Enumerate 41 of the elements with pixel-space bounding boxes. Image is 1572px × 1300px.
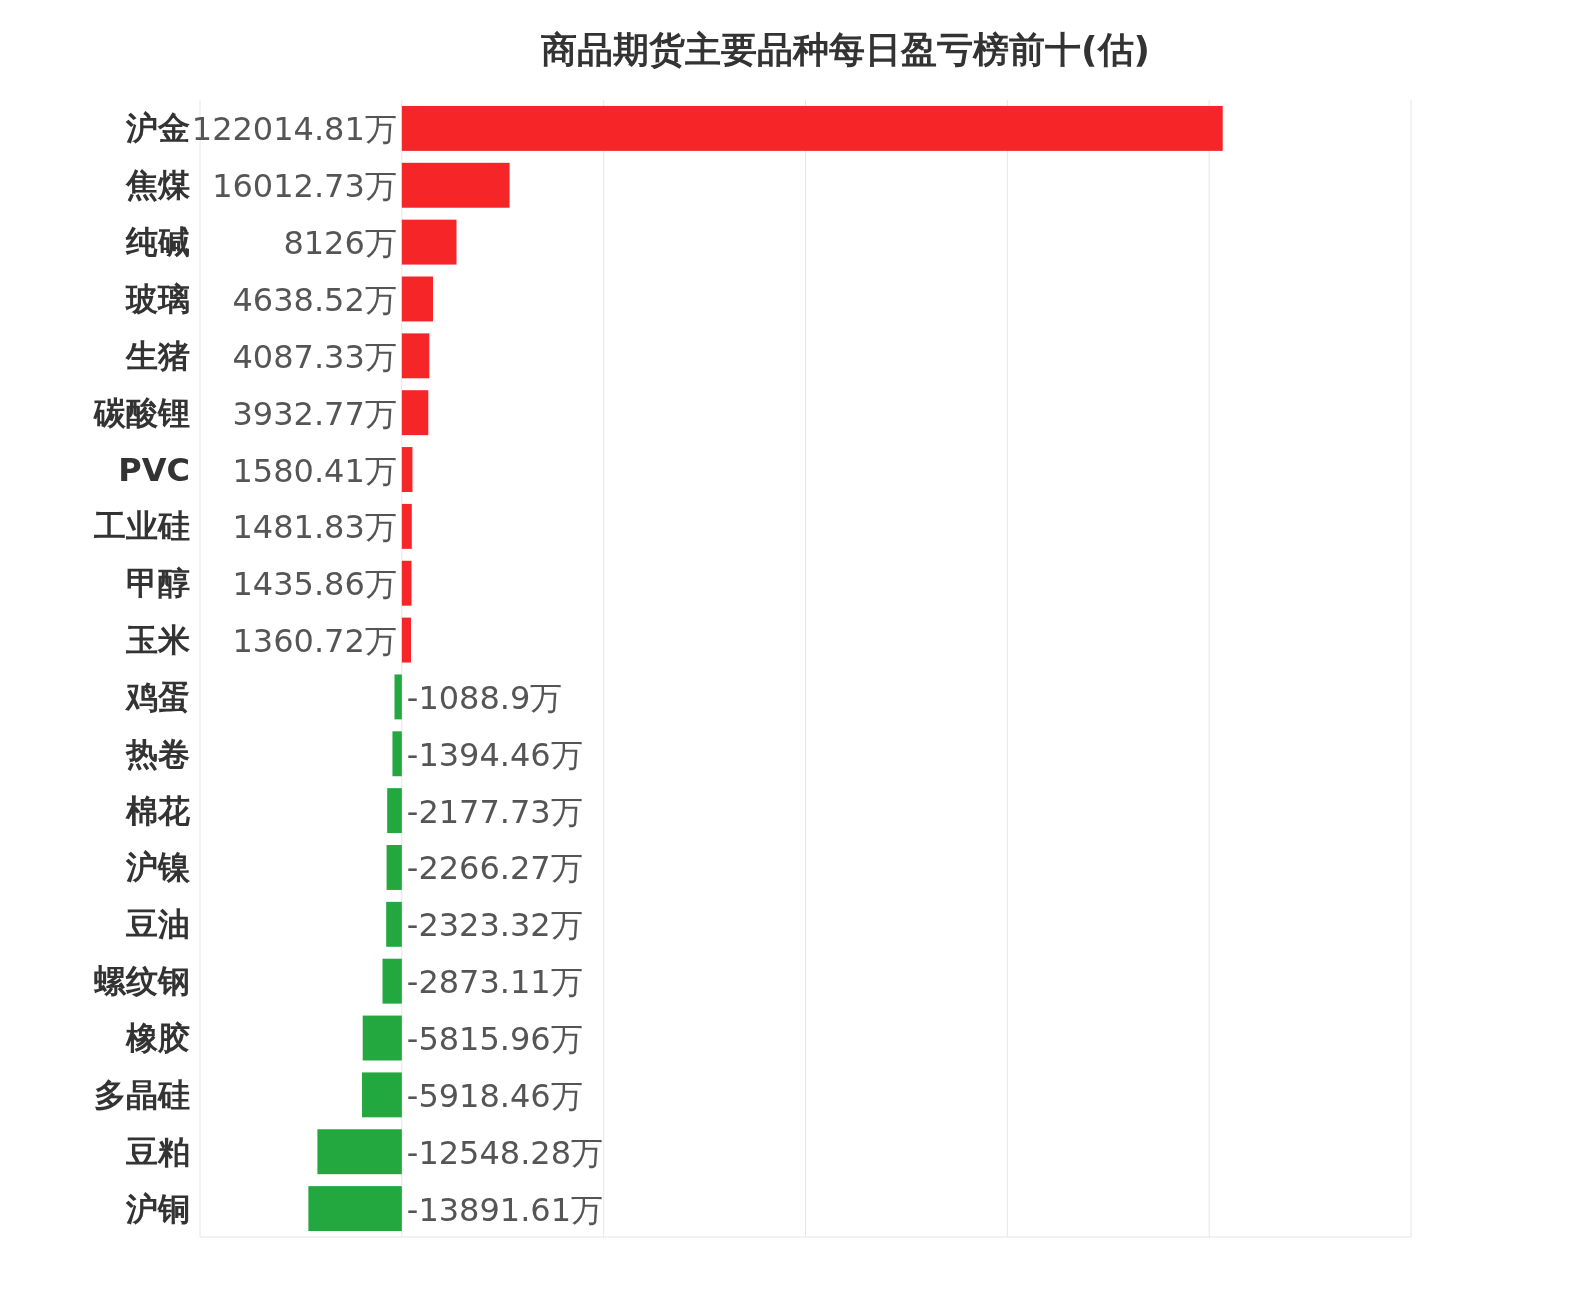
y-tick-label: 工业硅 <box>93 507 190 546</box>
y-tick-label: 玻璃 <box>125 279 190 318</box>
chart-title: 商品期货主要品种每日盈亏榜前十(估) <box>541 29 1150 70</box>
data-label: 8126万 <box>283 224 397 263</box>
data-label: 3932.77万 <box>232 394 397 433</box>
data-label: 1435.86万 <box>232 565 397 604</box>
y-tick-label: 沪金 <box>125 109 190 148</box>
y-tick-label: 玉米 <box>125 621 190 660</box>
data-label: -2177.73万 <box>406 792 583 831</box>
data-label: -12548.28万 <box>406 1133 604 1172</box>
data-label: -2873.11万 <box>406 963 583 1002</box>
y-tick-label: 螺纹钢 <box>93 962 190 1001</box>
y-tick-label: 纯碱 <box>125 223 190 262</box>
data-label: 122014.81万 <box>191 110 397 149</box>
data-label: -13891.61万 <box>406 1190 604 1229</box>
data-label: 1481.83万 <box>232 508 397 547</box>
y-tick-label: PVC <box>118 450 190 489</box>
y-tick-label: 多晶硅 <box>94 1075 190 1114</box>
data-label: -1394.46万 <box>406 735 583 774</box>
y-tick-label: 豆油 <box>125 905 190 944</box>
y-tick-label: 生猪 <box>125 336 190 375</box>
y-tick-label: 碳酸锂 <box>93 393 190 432</box>
y-tick-label: 焦煤 <box>125 166 190 205</box>
data-label: 4087.33万 <box>232 337 397 376</box>
y-tick-label: 热卷 <box>125 734 190 773</box>
y-tick-label: 甲醇 <box>126 564 190 603</box>
y-tick-label: 橡胶 <box>125 1019 190 1058</box>
data-label: -5815.96万 <box>406 1020 583 1059</box>
y-tick-label: 鸡蛋 <box>124 677 190 716</box>
data-label: 16012.73万 <box>212 167 397 206</box>
y-tick-label: 沪铜 <box>125 1189 190 1228</box>
data-label: 1360.72万 <box>232 622 397 661</box>
y-tick-label: 棉花 <box>125 791 190 830</box>
data-label: -5918.46万 <box>406 1076 583 1115</box>
y-tick-label: 沪镍 <box>125 848 191 887</box>
data-label: -2323.32万 <box>406 906 583 945</box>
data-label: -1088.9万 <box>406 678 563 717</box>
data-label: 1580.41万 <box>232 451 397 490</box>
data-label: 4638.52万 <box>232 280 397 319</box>
y-tick-label: 豆粕 <box>125 1132 190 1171</box>
data-label: -2266.27万 <box>406 849 583 888</box>
